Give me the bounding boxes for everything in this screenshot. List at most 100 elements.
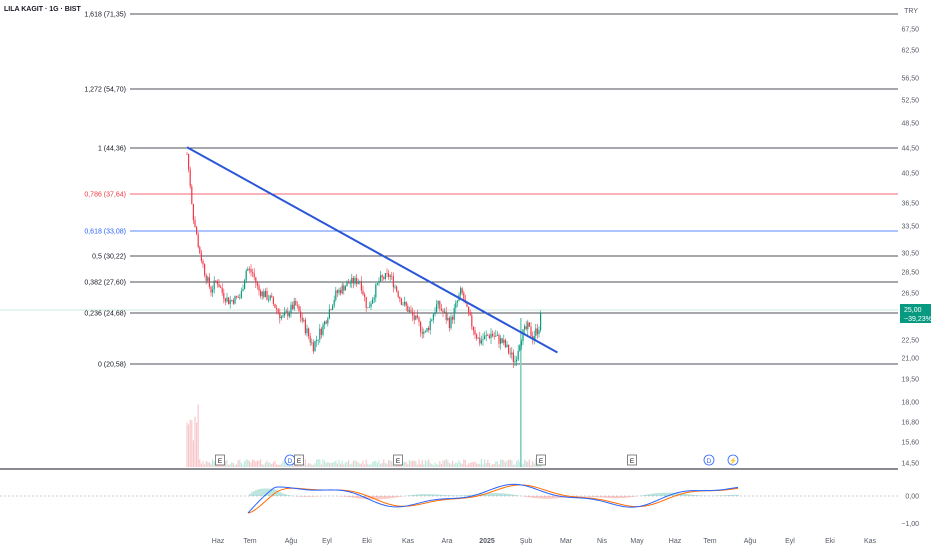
macd-histogram-bar [549, 496, 551, 499]
candle-body [434, 312, 436, 315]
macd-histogram-bar [495, 493, 497, 496]
candle-body [436, 304, 438, 313]
event-marker-label: E [396, 458, 401, 465]
candle-body [311, 342, 313, 344]
macd-histogram-bar [257, 489, 259, 496]
candle-body [229, 300, 231, 305]
macd-histogram-bar [625, 496, 627, 498]
candle-body [418, 317, 420, 322]
volume-bar [392, 464, 394, 467]
macd-histogram-bar [721, 495, 723, 496]
macd-histogram-bar [645, 494, 647, 496]
volume-bar [420, 464, 422, 467]
candle-body [272, 297, 274, 304]
macd-histogram-bar [531, 496, 533, 498]
macd-histogram-bar [629, 496, 631, 498]
candle-body [535, 328, 537, 336]
event-marker-icon [393, 454, 403, 466]
volume-bar [463, 459, 465, 467]
candle-body [269, 295, 271, 300]
volume-bar [476, 463, 478, 467]
volume-bar [445, 459, 447, 467]
candle-body [306, 328, 308, 334]
volume-bar [340, 463, 342, 467]
candle-body [389, 275, 391, 277]
volume-bar [490, 464, 492, 467]
volume-bar [226, 460, 228, 467]
candle-body [252, 272, 254, 274]
candle-body [352, 277, 354, 284]
macd-histogram-bar [533, 496, 535, 498]
volume-bar [341, 460, 343, 467]
macd-histogram-bar [539, 496, 541, 499]
macd-histogram-bar [597, 496, 599, 498]
macd-histogram-bar [577, 496, 579, 497]
volume-bar [391, 461, 393, 467]
macd-histogram-bar [499, 493, 501, 496]
volume-bar [208, 462, 210, 467]
macd-histogram-bar [591, 496, 593, 497]
candle-body [231, 300, 233, 301]
candle-body [226, 297, 228, 302]
volume-bar [381, 462, 383, 467]
macd-histogram-bar [439, 494, 441, 496]
volume-bar [308, 463, 310, 467]
volume-bar [357, 462, 359, 467]
volume-bar [434, 462, 436, 467]
macd-histogram-bar [251, 492, 253, 496]
fib-level-label: 0,786 (37,64) [84, 192, 126, 199]
volume-bar [378, 460, 380, 467]
candle-body [416, 315, 418, 318]
candle-body [471, 315, 473, 327]
candle-body [528, 322, 530, 327]
candle-body [512, 352, 514, 362]
candle-body [234, 296, 236, 304]
macd-histogram-bar [391, 496, 393, 499]
candle-body [256, 282, 258, 286]
candle-body [456, 300, 458, 303]
candle-body [237, 297, 239, 298]
volume-bar [284, 459, 286, 467]
volume-bar [408, 460, 410, 467]
time-axis-tick: Ağu [744, 538, 757, 545]
candle-body [500, 338, 502, 344]
candle-body [200, 253, 202, 261]
candle-body [460, 288, 462, 295]
candle-body [319, 328, 321, 340]
volume-bar [448, 462, 450, 467]
candle-body [348, 281, 350, 284]
last-price-change: −39,23% [904, 316, 932, 323]
candle-body [519, 345, 521, 351]
candle-body [378, 281, 380, 284]
price-axis-tick: 44,50 [901, 146, 919, 153]
macd-histogram-bar [567, 496, 569, 498]
volume-bar [207, 462, 209, 467]
volume-bar [466, 464, 468, 467]
candle-body [525, 326, 527, 330]
candle-body [428, 327, 430, 330]
candle-body [191, 186, 193, 204]
candle-body [280, 316, 282, 319]
candle-body [336, 290, 338, 293]
macd-histogram-bar [493, 493, 495, 496]
macd-histogram-bar [551, 496, 553, 499]
candle-body [194, 220, 196, 227]
candle-body [341, 285, 343, 294]
macd-histogram-bar [515, 495, 517, 496]
macd-histogram-bar [265, 488, 267, 496]
macd-histogram-bar [377, 496, 379, 500]
volume-bar [472, 462, 474, 467]
event-marker-label: E [297, 458, 302, 465]
macd-histogram-bar [579, 496, 581, 497]
price-axis-tick: 52,50 [901, 98, 919, 105]
candle-body [354, 277, 356, 284]
candle-body [410, 310, 412, 312]
candle-body [440, 308, 442, 311]
volume-bar [191, 420, 193, 467]
macd-histogram-bar [535, 496, 537, 499]
volume-bar [237, 460, 239, 467]
volume-bar [540, 464, 542, 467]
macd-histogram-bar [621, 496, 623, 498]
candle-body [396, 286, 398, 292]
